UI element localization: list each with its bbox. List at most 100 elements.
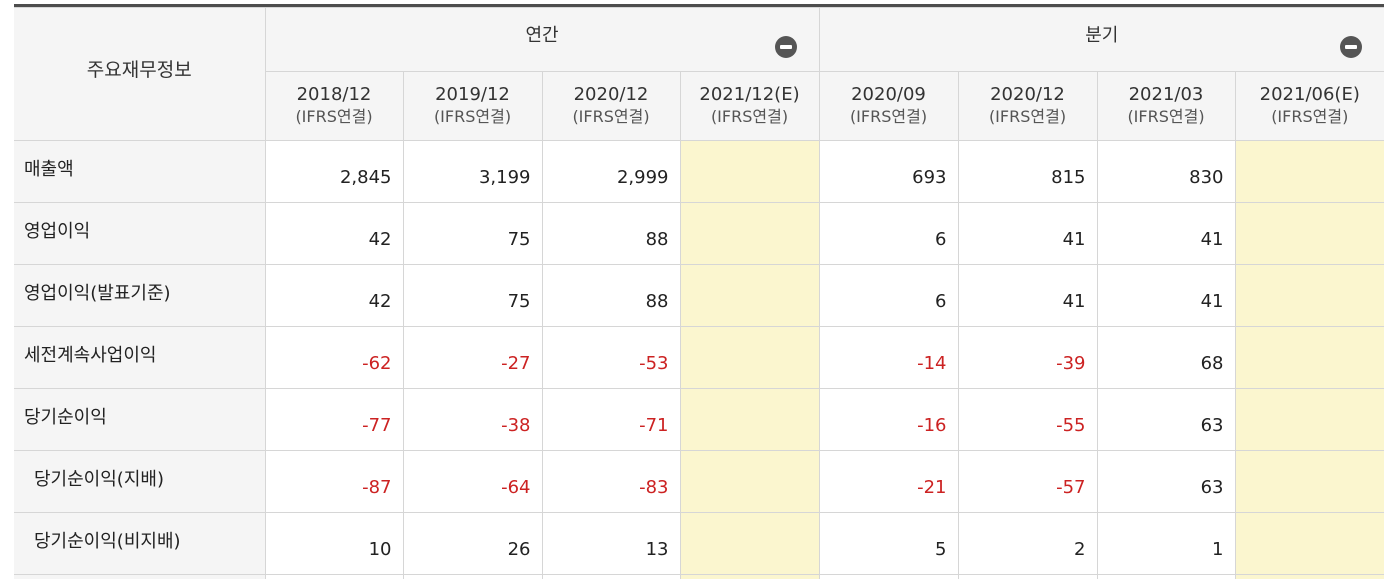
value-cell: -39 <box>958 327 1097 389</box>
column-basis: (IFRS연결) <box>543 106 680 128</box>
value-cell: 26 <box>403 513 542 575</box>
value-cell: 830 <box>1097 141 1235 203</box>
group-header-quarterly: 분기 <box>819 8 1384 72</box>
estimate-cell <box>680 451 819 513</box>
cell-value: 5 <box>935 539 946 560</box>
partial-cell <box>680 575 819 579</box>
cell-value: -77 <box>362 415 391 436</box>
table-row: 세전계속사업이익-62 -27 -53 -14 -39 68 <box>14 327 1384 389</box>
estimate-cell <box>680 327 819 389</box>
value-cell: 2,999 <box>542 141 680 203</box>
cell-value: 63 <box>1201 415 1224 436</box>
cell-value: 2,845 <box>340 167 392 188</box>
group-label-quarterly: 분기 <box>1085 21 1118 47</box>
cell-value: 41 <box>1063 229 1086 250</box>
row-label-text: 매출액 <box>24 159 74 180</box>
partial-cell <box>1235 575 1384 579</box>
row-label: 매출액 <box>14 141 265 203</box>
cell-value: -27 <box>501 353 530 374</box>
value-cell: -27 <box>403 327 542 389</box>
value-cell: 815 <box>958 141 1097 203</box>
row-label-text: 영업이익 <box>24 221 90 242</box>
row-label: 세전계속사업이익 <box>14 327 265 389</box>
value-cell: 2,845 <box>265 141 403 203</box>
partial-cell <box>265 575 403 579</box>
value-cell: 41 <box>1097 203 1235 265</box>
value-cell: 693 <box>819 141 958 203</box>
partial-cell <box>958 575 1097 579</box>
cell-value: -64 <box>501 477 530 498</box>
cell-value: 1 <box>1212 539 1223 560</box>
cell-value: 88 <box>646 229 669 250</box>
value-cell: -21 <box>819 451 958 513</box>
estimate-cell <box>1235 203 1384 265</box>
cell-value: 42 <box>369 291 392 312</box>
estimate-cell <box>1235 513 1384 575</box>
row-label-text: 당기순이익(지배) <box>34 469 164 490</box>
cell-value: -16 <box>917 415 946 436</box>
column-header: 2021/06(E)(IFRS연결) <box>1235 72 1384 141</box>
column-header: 2020/12(IFRS연결) <box>542 72 680 141</box>
estimate-cell <box>680 265 819 327</box>
header-corner: 주요재무정보 <box>14 8 265 141</box>
value-cell: -53 <box>542 327 680 389</box>
value-cell: 41 <box>958 203 1097 265</box>
cell-value: 42 <box>369 229 392 250</box>
column-basis: (IFRS연결) <box>820 106 958 128</box>
partial-cell <box>1097 575 1235 579</box>
column-basis: (IFRS연결) <box>266 106 403 128</box>
value-cell: 68 <box>1097 327 1235 389</box>
cell-value: 2,999 <box>617 167 669 188</box>
column-period: 2020/09 <box>820 84 958 106</box>
value-cell: 5 <box>819 513 958 575</box>
column-period: 2020/12 <box>543 84 680 106</box>
table-row: 매출액 2,845 3,199 2,999 693 815 830 <box>14 141 1384 203</box>
cell-value: 13 <box>646 539 669 560</box>
value-cell: 88 <box>542 203 680 265</box>
column-basis: (IFRS연결) <box>959 106 1097 128</box>
value-cell: 63 <box>1097 389 1235 451</box>
column-header: 2019/12(IFRS연결) <box>403 72 542 141</box>
cell-value: 6 <box>935 291 946 312</box>
value-cell: -14 <box>819 327 958 389</box>
cell-value: 63 <box>1201 477 1224 498</box>
table-row-partial <box>14 575 1384 579</box>
estimate-cell <box>1235 141 1384 203</box>
value-cell: 3,199 <box>403 141 542 203</box>
column-basis: (IFRS연결) <box>404 106 542 128</box>
value-cell: -87 <box>265 451 403 513</box>
row-label: 당기순이익 <box>14 389 265 451</box>
cell-value: 68 <box>1201 353 1224 374</box>
estimate-cell <box>1235 327 1384 389</box>
value-cell: 10 <box>265 513 403 575</box>
column-period: 2019/12 <box>404 84 542 106</box>
cell-value: 26 <box>508 539 531 560</box>
column-header: 2021/12(E)(IFRS연결) <box>680 72 819 141</box>
value-cell: -62 <box>265 327 403 389</box>
cell-value: -38 <box>501 415 530 436</box>
column-header: 2018/12(IFRS연결) <box>265 72 403 141</box>
cell-value: 88 <box>646 291 669 312</box>
cell-value: -14 <box>917 353 946 374</box>
cell-value: 41 <box>1201 291 1224 312</box>
column-period: 2021/12(E) <box>681 84 819 106</box>
cell-value: 3,199 <box>479 167 531 188</box>
minus-circle-icon[interactable] <box>1340 36 1362 58</box>
column-basis: (IFRS연결) <box>681 106 819 128</box>
value-cell: -16 <box>819 389 958 451</box>
row-label: 영업이익 <box>14 203 265 265</box>
cell-value: 815 <box>1051 167 1085 188</box>
row-label: 당기순이익(비지배) <box>14 513 265 575</box>
value-cell: 75 <box>403 265 542 327</box>
cell-value: 693 <box>912 167 946 188</box>
cell-value: 75 <box>508 229 531 250</box>
table-row: 영업이익 42 75 88 6 41 41 <box>14 203 1384 265</box>
cell-value: -71 <box>639 415 668 436</box>
partial-cell <box>542 575 680 579</box>
value-cell: 41 <box>958 265 1097 327</box>
value-cell: 6 <box>819 203 958 265</box>
value-cell: 6 <box>819 265 958 327</box>
minus-circle-icon[interactable] <box>775 36 797 58</box>
value-cell: 2 <box>958 513 1097 575</box>
